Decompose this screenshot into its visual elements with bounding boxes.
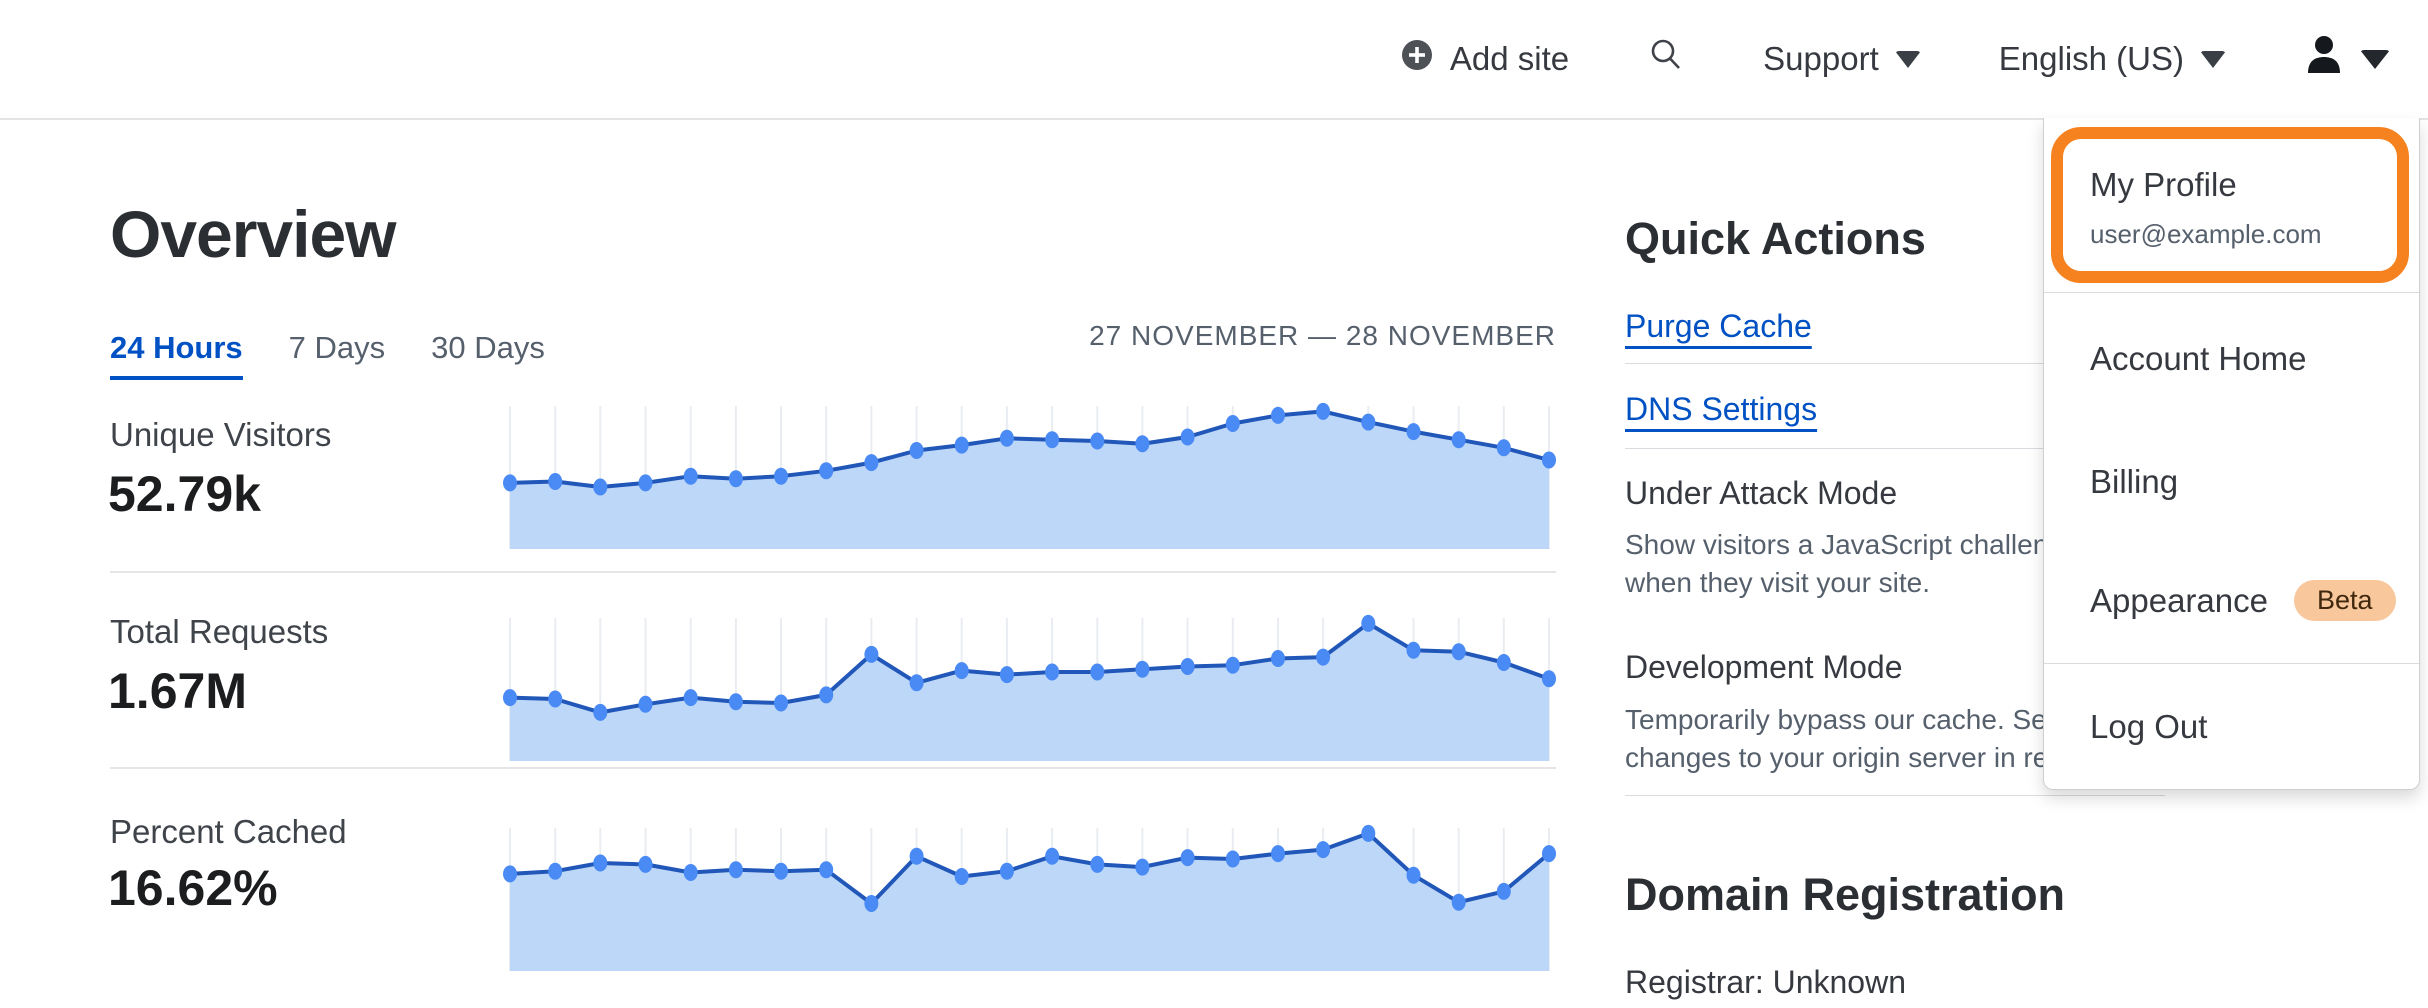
description-line: when they visit your site.	[1625, 567, 1931, 598]
account-menu-button[interactable]	[2304, 33, 2390, 85]
user-avatar-icon	[2304, 33, 2344, 85]
profile-email: user@example.com	[2090, 219, 2322, 249]
divider	[110, 767, 1556, 769]
percent-cached-chart	[503, 824, 1556, 971]
divider	[110, 571, 1556, 573]
unique-visitors-chart	[503, 402, 1556, 549]
add-site-label: Add site	[1449, 40, 1570, 77]
menu-item-log-out[interactable]: Log Out	[2090, 708, 2208, 745]
my-profile-highlight-annotation	[2051, 127, 2409, 283]
quick-actions-title: Quick Actions	[1625, 213, 1926, 264]
area-chart-svg	[503, 402, 1556, 549]
tab-7-days[interactable]: 7 Days	[288, 330, 386, 365]
top-navbar: Add site Support English (US)	[0, 0, 2428, 120]
language-label: English (US)	[1998, 40, 2184, 77]
search-button[interactable]	[1647, 36, 1685, 82]
menu-item-billing[interactable]: Billing	[2090, 463, 2179, 500]
area-chart-svg	[503, 824, 1556, 971]
divider	[1625, 363, 2165, 364]
time-range-tabs: 24 Hours 7 Days 30 Days	[110, 330, 545, 380]
page-title: Overview	[110, 197, 397, 271]
description-line: Temporarily bypass our cache. See	[1625, 704, 2063, 735]
description-line: Show visitors a JavaScript challenge	[1625, 529, 2080, 560]
purge-cache-link[interactable]: Purge Cache	[1625, 308, 1812, 344]
metric-label-unique-visitors: Unique Visitors	[110, 416, 332, 453]
beta-badge: Beta	[2293, 580, 2396, 621]
total-requests-chart	[503, 614, 1556, 761]
metric-label-percent-cached: Percent Cached	[110, 813, 347, 850]
add-site-button[interactable]: Add site	[1400, 38, 1569, 80]
development-mode-title: Development Mode	[1625, 649, 1903, 685]
date-range-label: 27 NOVEMBER — 28 NOVEMBER	[1089, 320, 1556, 351]
tab-24-hours[interactable]: 24 Hours	[110, 330, 243, 380]
metric-value-percent-cached: 16.62%	[108, 860, 278, 916]
divider	[2044, 292, 2419, 293]
dns-settings-link[interactable]: DNS Settings	[1625, 391, 1818, 427]
under-attack-mode-title: Under Attack Mode	[1625, 475, 1898, 511]
area-chart-svg	[503, 614, 1556, 761]
menu-item-my-profile[interactable]: My Profile	[2090, 166, 2237, 203]
search-icon	[1647, 36, 1685, 82]
domain-registration-title: Domain Registration	[1625, 869, 2066, 920]
metric-value-unique-visitors: 52.79k	[108, 466, 261, 522]
chevron-down-icon	[2360, 49, 2390, 69]
support-menu[interactable]: Support	[1763, 40, 1921, 78]
nav-items: Add site Support English (US)	[1400, 0, 2390, 118]
divider	[2044, 663, 2419, 664]
under-attack-mode-description: Show visitors a JavaScript challenge whe…	[1625, 526, 2079, 602]
chevron-down-icon	[2200, 50, 2226, 68]
chevron-down-icon	[1894, 50, 1921, 68]
divider	[1625, 448, 2165, 449]
profile-dropdown-menu: My Profile user@example.com Account Home…	[2043, 118, 2420, 790]
divider	[1625, 795, 2165, 796]
menu-item-appearance[interactable]: Appearance Beta	[2090, 580, 2396, 621]
language-menu[interactable]: English (US)	[1999, 40, 2226, 78]
registrar-label: Registrar: Unknown	[1625, 964, 1906, 1000]
metric-label-total-requests: Total Requests	[110, 613, 329, 650]
plus-circle-icon	[1400, 38, 1434, 80]
menu-item-account-home[interactable]: Account Home	[2090, 340, 2307, 377]
metric-value-total-requests: 1.67M	[108, 663, 247, 719]
appearance-label: Appearance	[2090, 581, 2268, 619]
tab-30-days[interactable]: 30 Days	[431, 330, 545, 365]
support-label: Support	[1763, 40, 1879, 77]
